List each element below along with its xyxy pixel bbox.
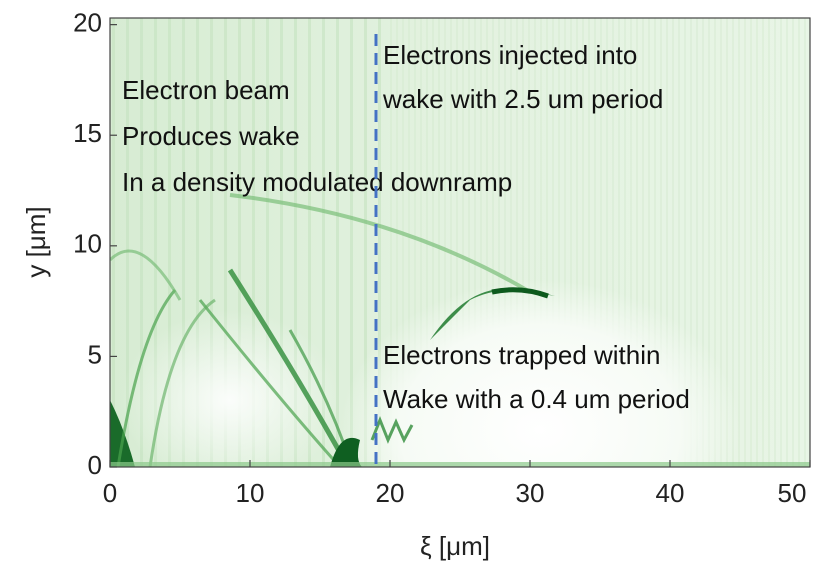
y-tick-label: 20 bbox=[73, 8, 102, 38]
x-tick-label: 0 bbox=[103, 478, 117, 508]
annotation: In a density modulated downramp bbox=[122, 167, 512, 197]
chart: ξ [μm] y [μm] Electron beam Produces wak… bbox=[0, 0, 825, 571]
x-tick-label: 10 bbox=[236, 478, 265, 508]
y-tick-label: 10 bbox=[73, 229, 102, 259]
annotation: Electrons trapped within bbox=[383, 340, 660, 370]
y-axis-label: y [μm] bbox=[21, 206, 51, 277]
y-tick-label: 15 bbox=[73, 118, 102, 148]
x-tick-label: 30 bbox=[516, 478, 545, 508]
y-tick-label: 5 bbox=[88, 339, 102, 369]
y-tick-label: 0 bbox=[88, 450, 102, 480]
x-tick-label: 40 bbox=[656, 478, 685, 508]
annotation: wake with 2.5 um period bbox=[382, 84, 663, 114]
annotation: Produces wake bbox=[122, 121, 300, 151]
x-tick-label: 20 bbox=[376, 478, 405, 508]
x-tick-label: 50 bbox=[778, 478, 807, 508]
annotation: Wake with a 0.4 um period bbox=[383, 384, 690, 414]
annotation: Electrons injected into bbox=[383, 40, 637, 70]
annotation: Electron beam bbox=[122, 75, 290, 105]
x-axis-label: ξ [μm] bbox=[420, 531, 490, 561]
